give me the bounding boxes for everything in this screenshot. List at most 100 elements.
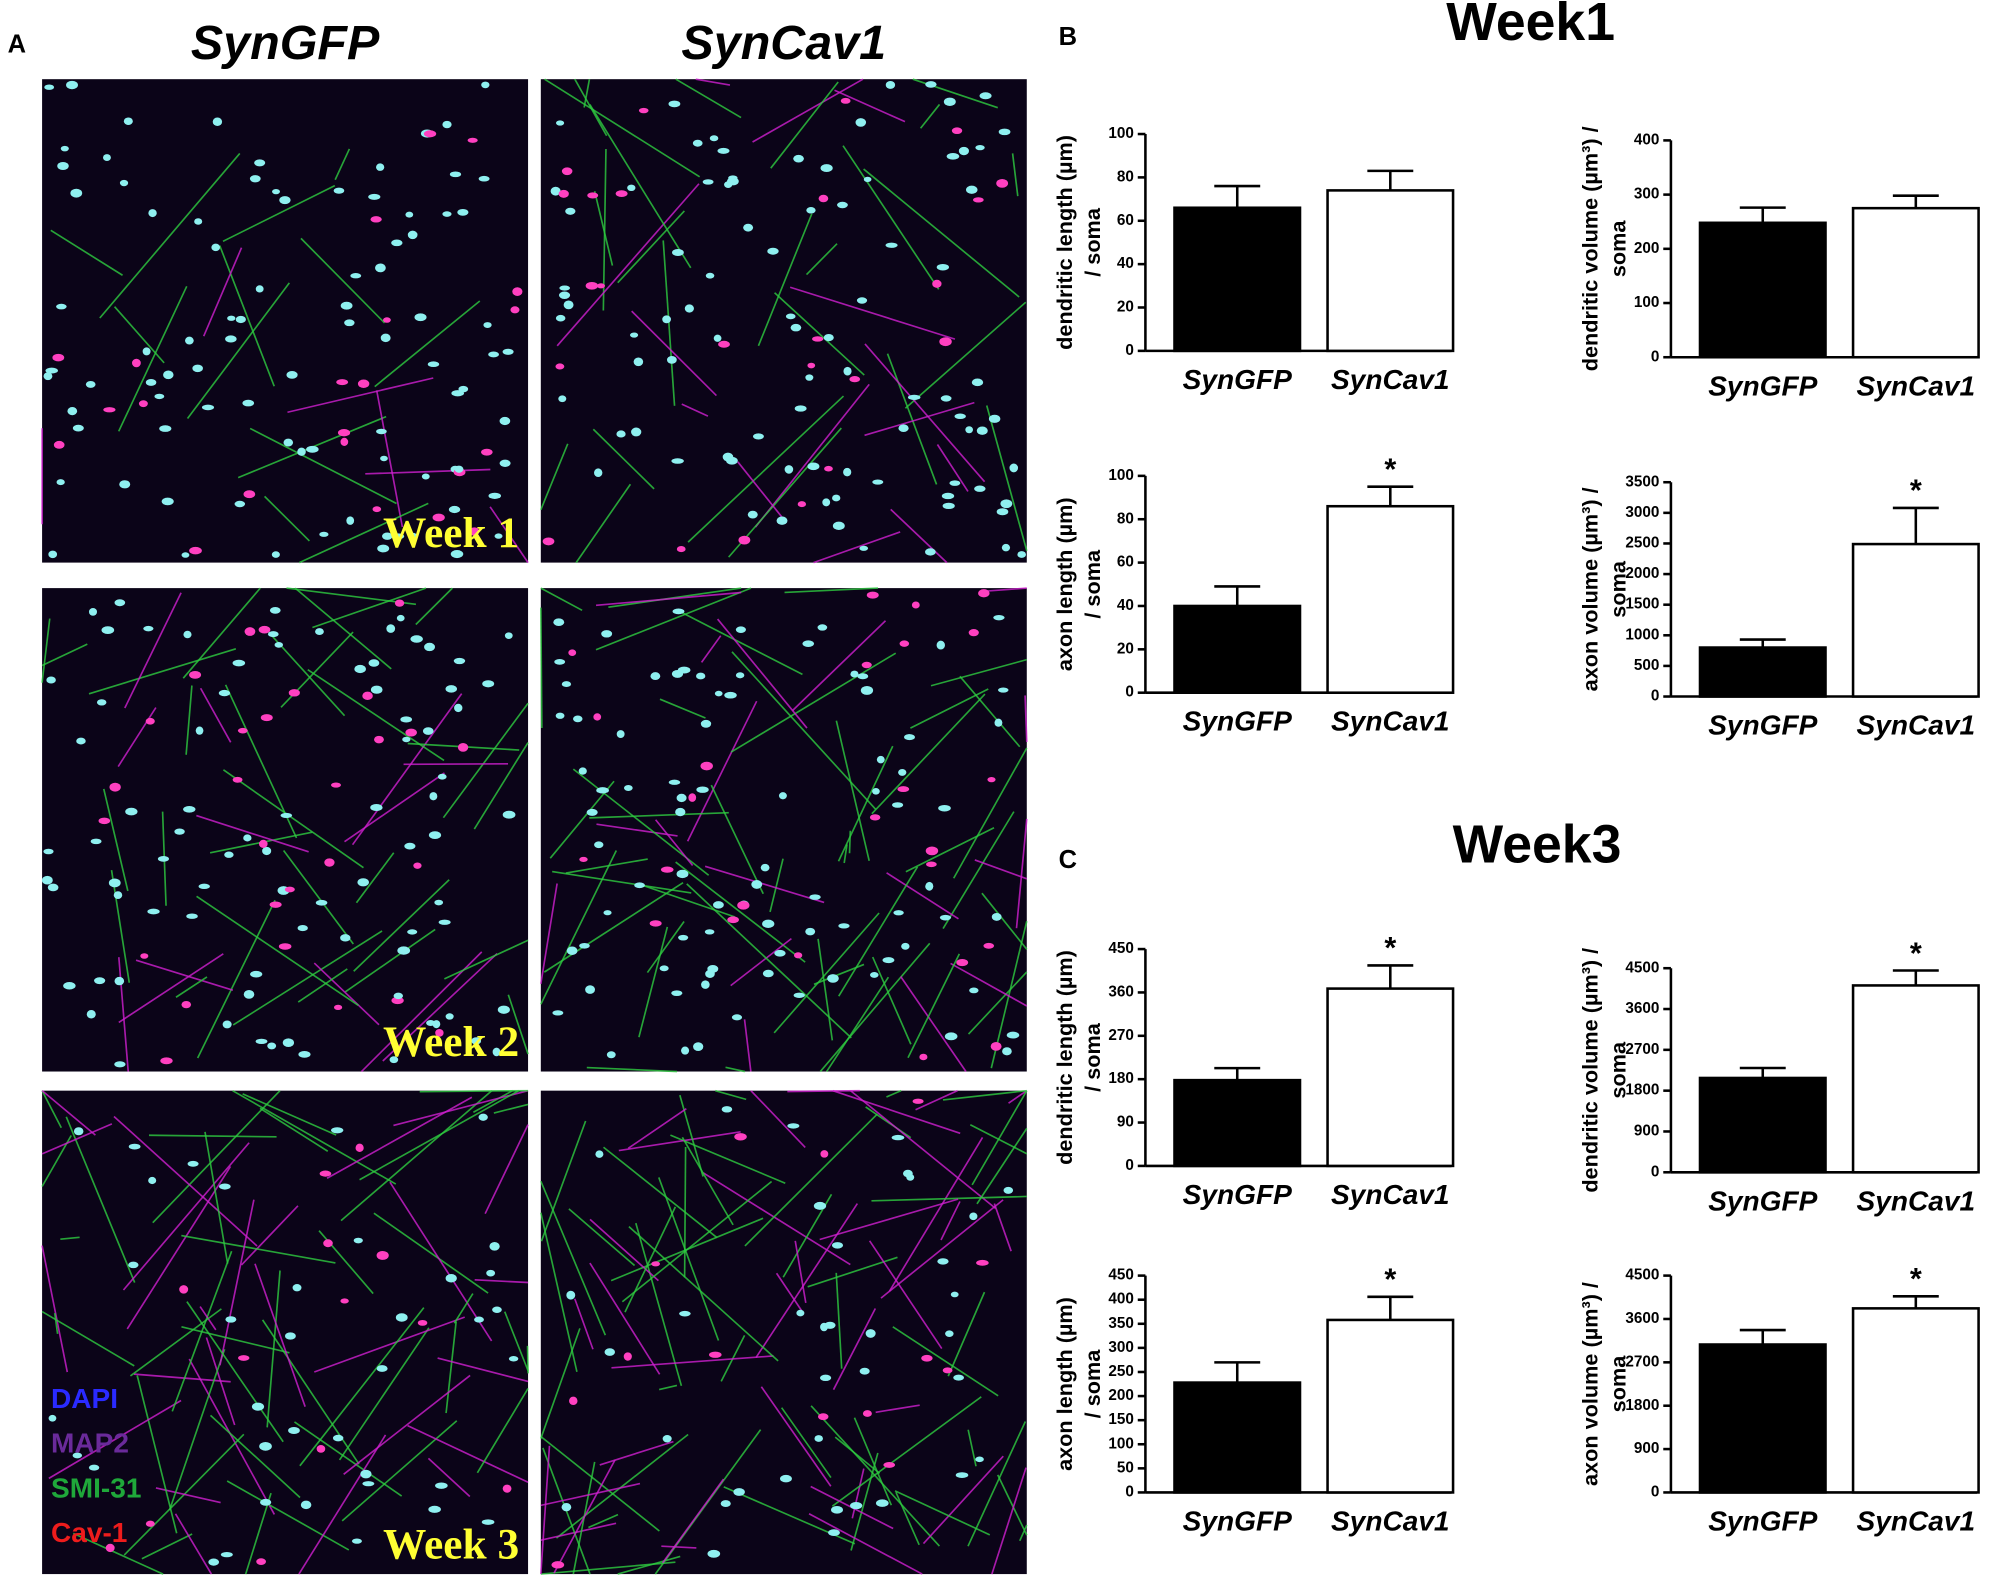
cell	[709, 135, 719, 142]
neurite	[687, 395, 845, 543]
y-tick-label: 450	[1108, 940, 1134, 957]
y-tick-label: 3500	[1625, 473, 1659, 490]
cell	[561, 1502, 572, 1512]
cell	[907, 394, 921, 400]
cell	[260, 1498, 272, 1506]
neurite	[543, 881, 684, 973]
cell	[340, 1298, 349, 1304]
cell	[48, 550, 58, 559]
cell	[946, 152, 960, 160]
cell	[824, 465, 833, 472]
cell	[497, 1005, 510, 1014]
neurite	[950, 962, 1028, 1007]
neurite	[728, 427, 842, 558]
neurite	[41, 1310, 135, 1367]
cell	[489, 1241, 500, 1251]
cell	[60, 145, 69, 152]
cell	[558, 291, 571, 299]
y-tick-label: 0	[1125, 1483, 1134, 1500]
neurite	[848, 830, 852, 854]
neurite	[53, 1313, 59, 1335]
cell	[965, 426, 973, 434]
y-axis-label: soma	[1606, 1041, 1631, 1099]
neurite	[359, 1089, 520, 1181]
cell	[448, 505, 461, 514]
neurite	[704, 865, 825, 904]
cell	[346, 516, 355, 525]
neurite	[752, 78, 864, 143]
cell	[875, 1499, 889, 1507]
cell	[659, 965, 669, 972]
cell	[660, 866, 674, 873]
neurite	[596, 823, 678, 837]
cell	[849, 376, 861, 383]
neurite	[135, 959, 234, 992]
cell	[954, 413, 966, 419]
neurite	[242, 1093, 337, 1136]
cell	[559, 285, 571, 291]
cell	[579, 942, 590, 949]
bar	[1326, 1318, 1455, 1494]
cell	[140, 953, 149, 959]
cell	[760, 863, 770, 872]
y-tick-label: 350	[1108, 1315, 1134, 1332]
cell	[672, 608, 685, 615]
neurite	[617, 1555, 681, 1575]
neurite	[113, 306, 165, 364]
neurite	[297, 968, 348, 1003]
neurite	[819, 942, 931, 1073]
micrograph-content	[41, 80, 529, 564]
cell	[553, 618, 565, 627]
cell	[676, 869, 689, 879]
neurite	[351, 693, 463, 846]
neurite	[117, 707, 157, 767]
cell	[128, 1143, 141, 1150]
cell	[883, 1461, 896, 1468]
cell	[73, 1127, 84, 1136]
neurite	[124, 592, 182, 709]
cell	[357, 878, 369, 887]
cell	[629, 332, 639, 338]
x-tick-label: SynCav1	[1857, 1505, 1976, 1536]
neurite	[971, 1090, 1028, 1186]
neurite	[863, 168, 1020, 298]
cell	[850, 1501, 863, 1510]
cell	[586, 808, 598, 816]
cell	[892, 802, 904, 808]
x-tick-label: SynGFP	[1708, 1505, 1817, 1536]
cell	[512, 287, 523, 296]
cell	[860, 685, 874, 695]
cell	[554, 659, 566, 665]
y-tick-label: 180	[1108, 1070, 1134, 1087]
neurite	[947, 1291, 986, 1377]
neurite	[774, 292, 865, 376]
cell	[255, 285, 264, 293]
neurite	[48, 1399, 182, 1480]
cell	[114, 599, 126, 607]
cell	[921, 1354, 933, 1362]
neurite	[871, 693, 986, 815]
y-tick-label: 0	[1651, 348, 1660, 365]
neurite	[834, 89, 906, 123]
cell	[396, 614, 405, 622]
cell	[843, 366, 852, 376]
y-tick-label: 0	[1125, 684, 1134, 701]
neurite	[589, 103, 692, 269]
cell	[944, 1032, 958, 1041]
y-tick-label: 2700	[1625, 1041, 1659, 1058]
cell	[267, 631, 279, 638]
neurite	[549, 780, 615, 859]
neurite	[540, 443, 569, 511]
y-tick-label: 4500	[1625, 959, 1659, 976]
neurite	[353, 879, 450, 972]
cell	[988, 414, 1001, 423]
cell	[499, 459, 511, 467]
y-tick-label: 80	[1117, 168, 1134, 185]
y-tick-label: 0	[1651, 1483, 1660, 1500]
bar	[1326, 504, 1455, 694]
cell	[958, 146, 970, 156]
cell	[332, 1434, 344, 1442]
y-tick-label: 40	[1117, 597, 1134, 614]
neurite	[442, 702, 529, 819]
micrograph-content	[540, 78, 1028, 564]
